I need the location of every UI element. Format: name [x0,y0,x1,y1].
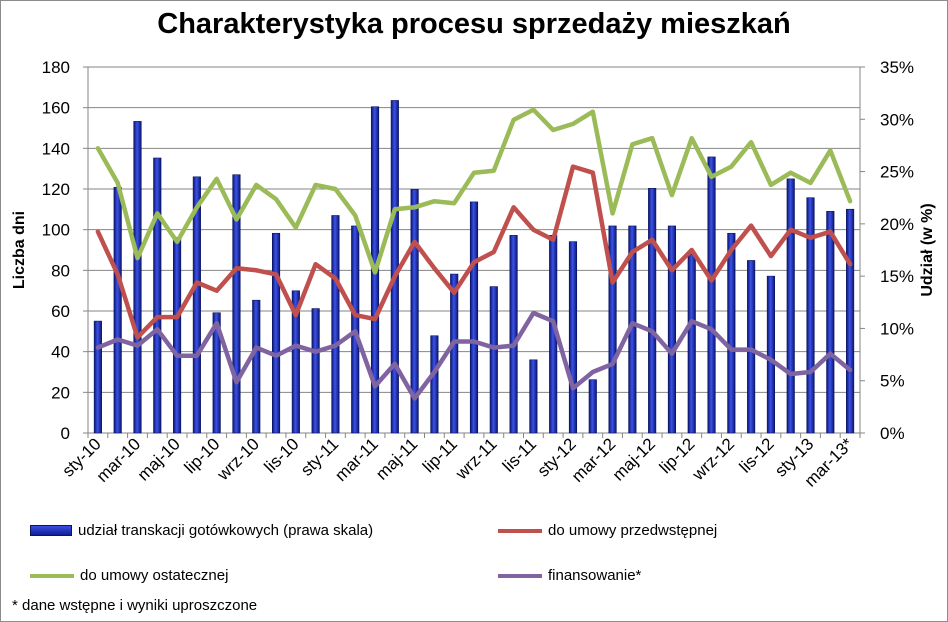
bar-cash-share [509,235,518,434]
bar-cash-share [648,188,657,434]
bar-cash-share [489,286,498,434]
series-line [95,164,853,340]
bar-cash-share [588,379,597,434]
x-tick-label: wrz-11 [451,434,500,483]
y-left-axis-title: Liczba dni [11,211,28,289]
legend-item-final: do umowy ostatecznej [30,567,228,584]
bar-cash-share [469,201,479,434]
y-right-tick-label: 25% [880,163,914,182]
bar-cash-share [311,308,320,434]
bar-cash-share [291,290,300,434]
bar-cash-share [390,100,399,434]
legend-item-financing: finansowanie* [498,567,641,584]
bar-cash-share [252,299,261,434]
bar-cash-share [727,232,736,434]
series-line [95,310,853,401]
y-left-tick-label: 100 [42,221,70,240]
legend-label-financing: finansowanie* [548,567,642,584]
bar-cash-share [707,156,716,434]
x-tick-label: maj-12 [609,434,659,484]
bar-cash-share [192,176,201,434]
legend-swatch-line [30,573,74,578]
bar-cash-share [232,174,241,434]
legend-swatch-bar [30,525,72,536]
legend-swatch-line [498,528,542,533]
y-left-tick-label: 120 [42,180,70,199]
bar-cash-share [568,241,578,434]
y-left-tick-label: 140 [42,139,70,158]
x-tick-label: lis-12 [736,434,778,476]
y-right-tick-label: 15% [880,267,914,286]
bar-cash-share [173,237,182,434]
y-right-tick-label: 5% [880,372,905,391]
bar-cash-share [450,273,459,434]
x-tick-label: wrz-10 [213,434,263,484]
bar-cash-share [529,359,538,434]
x-tick-label: lis-11 [499,434,540,475]
x-tick-label: maj-10 [134,434,184,484]
legend-swatch-line [498,573,542,578]
y-left-tick-label: 180 [42,58,70,77]
legend-item-preliminary: do umowy przedwstępnej [498,522,717,539]
bar-cash-share [786,178,795,434]
bar-cash-share [687,253,696,434]
y-right-tick-label: 0% [880,424,905,443]
bar-cash-share [667,225,677,434]
legend-label-cash-share: udział transkacji gotówkowych (prawa ska… [78,522,374,539]
bar-cash-share [410,189,419,434]
x-tick-label: maj-11 [372,434,421,483]
bar-cash-share [113,186,122,434]
y-left-tick-label: 0 [61,424,70,443]
bar-cash-share [608,225,617,434]
bar-cash-share [766,275,775,434]
x-tick-label: wrz-12 [688,434,738,484]
x-tick-label: mar-11 [331,434,382,485]
y-left-tick-label: 40 [51,343,70,362]
y-left-tick-label: 160 [42,99,70,118]
x-tick-label: mar-10 [93,434,145,486]
chart-title: Charakterystyka procesu sprzedaży mieszk… [157,8,791,40]
bar-cash-share [806,197,815,434]
bar-cash-share [331,215,340,434]
y-right-tick-label: 35% [880,58,914,77]
legend-label-final: do umowy ostatecznej [80,567,229,584]
bar-cash-share [826,211,835,434]
legend-item-cash-share: udział transkacji gotówkowych (prawa ska… [30,522,373,539]
bar-cash-share [212,312,221,434]
bar-cash-share [271,232,281,434]
series-line [95,107,853,275]
bar-cash-share [747,260,756,434]
bar-cash-share [430,335,439,434]
y-left-tick-label: 60 [51,302,70,321]
bar-cash-share [153,157,162,434]
x-tick-label: mar-12 [568,434,620,486]
bar-cash-share [846,208,855,434]
footnote: * dane wstępne i wyniki uproszczone [12,597,258,614]
y-right-axis-title: Udział (w %) [919,203,936,296]
legend-label-preliminary: do umowy przedwstępnej [548,522,718,539]
y-right-tick-label: 10% [880,319,914,338]
y-left-tick-label: 20 [51,383,70,402]
y-right-tick-label: 20% [880,215,914,234]
y-left-tick-label: 80 [51,261,70,280]
y-right-tick-label: 30% [880,110,914,129]
x-tick-label: lis-10 [261,434,303,476]
bar-cash-share [133,121,142,434]
bar-cash-share [93,320,102,434]
